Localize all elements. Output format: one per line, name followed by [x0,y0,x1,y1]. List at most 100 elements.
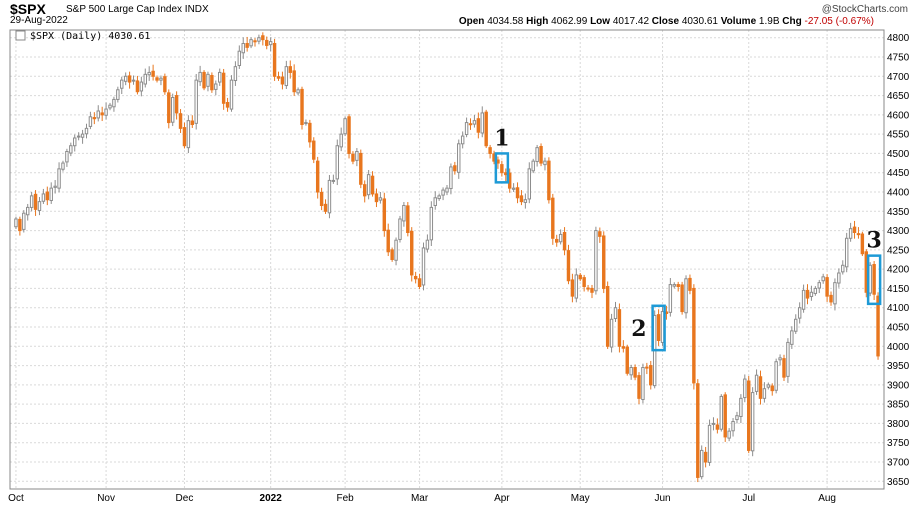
brand-logo: @StockCharts.com [821,4,908,15]
candle-body [406,205,410,233]
candle-body [727,430,731,439]
volume-label: Volume [720,16,757,27]
candle-body [582,277,586,287]
candle-body [676,284,680,288]
candle-body [766,384,771,388]
candle-body [609,318,614,348]
candle-body [413,275,418,280]
candle-body [778,357,782,361]
candle-body [711,422,716,425]
candle-body [692,287,696,384]
x-tick-label: Jun [654,493,670,504]
candle-body [92,117,97,120]
candle-body [688,277,692,291]
x-axis: Oct Nov Dec 2022 Feb Mar Apr May Jun Jul Aug [8,493,836,504]
candle-body [308,122,312,143]
candle-body [754,374,759,392]
candle-body [147,71,151,76]
candle-body [53,185,57,188]
candle-body [233,66,238,82]
candle-body [41,193,46,202]
candle-body [143,73,147,85]
candle-body [96,110,100,119]
candle-body [272,43,277,77]
candle-body [174,95,179,114]
candle-body [833,282,837,305]
symbol-description: S&P 500 Large Cap Index INDX [66,4,209,15]
candle-body [84,127,89,135]
open-label: Open [458,16,485,27]
x-tick-label: Feb [337,493,355,504]
candle-body [374,193,379,203]
candle-body [151,70,155,77]
candle-body [825,277,829,297]
candle-body [562,232,567,251]
candle-body [762,388,767,399]
candle-body [637,375,641,399]
candle-body [378,197,383,201]
x-tick-label: Apr [494,493,510,504]
y-tick-label: 4250 [887,245,910,256]
open-value: 4034.58 [487,16,524,27]
candle-body [127,75,132,83]
candle-body [386,229,390,253]
candle-body [856,233,861,236]
candle-body [750,392,755,452]
candle-body [198,71,202,83]
candle-body [731,421,735,432]
x-tick-label: May [571,493,590,504]
candle-body [253,40,257,43]
candle-body [57,168,61,189]
y-tick-label: 4400 [887,188,910,199]
candle-body [18,218,22,232]
candle-body [116,89,120,100]
candle-body [29,195,34,208]
candle-body [457,143,461,173]
candle-body [464,122,469,136]
candle-body [417,278,422,287]
y-tick-label: 4550 [887,130,910,141]
chg-label: Chg [782,16,802,27]
candle-body [484,111,488,147]
candle-body [155,77,159,81]
candle-body [488,147,492,154]
y-tick-label: 4150 [887,284,910,295]
candle-body [805,289,810,299]
candle-body [558,233,563,243]
candle-body [398,218,402,240]
candle-body [300,88,304,125]
candle-body [586,287,590,290]
event-marker-box [866,254,882,306]
candle-body [229,79,234,110]
candle-body [758,376,763,399]
symbol: $SPX [10,1,46,17]
candle-body [304,122,308,125]
candle-body [123,75,128,82]
candle-body [555,238,559,243]
candle-body [202,71,206,89]
candle-body [366,174,371,196]
candle-body [33,193,38,210]
candle-body [49,187,53,201]
y-tick-label: 4300 [887,226,910,237]
candle-body [790,330,794,345]
y-tick-label: 3650 [887,477,910,488]
candle-body [547,160,551,201]
candle-body [88,116,93,127]
candle-body [245,43,249,48]
candle-body [284,66,289,87]
high-value: 4062.99 [551,16,588,27]
low-value: 4017.42 [612,16,650,27]
x-tick-label: Jul [742,493,755,504]
candle-body [80,133,85,138]
candle-body [390,249,394,261]
y-tick-label: 4450 [887,168,910,179]
candle-body [523,199,528,203]
legend-text: $SPX (Daily) 4030.61 [30,31,150,42]
y-tick-label: 4700 [887,72,910,83]
candle-body [14,218,18,228]
chart-header: $SPX S&P 500 Large Cap Index INDX 29-Aug… [0,0,914,30]
candle-body [69,145,73,154]
candle-body [347,116,351,154]
candle-body [421,247,426,286]
